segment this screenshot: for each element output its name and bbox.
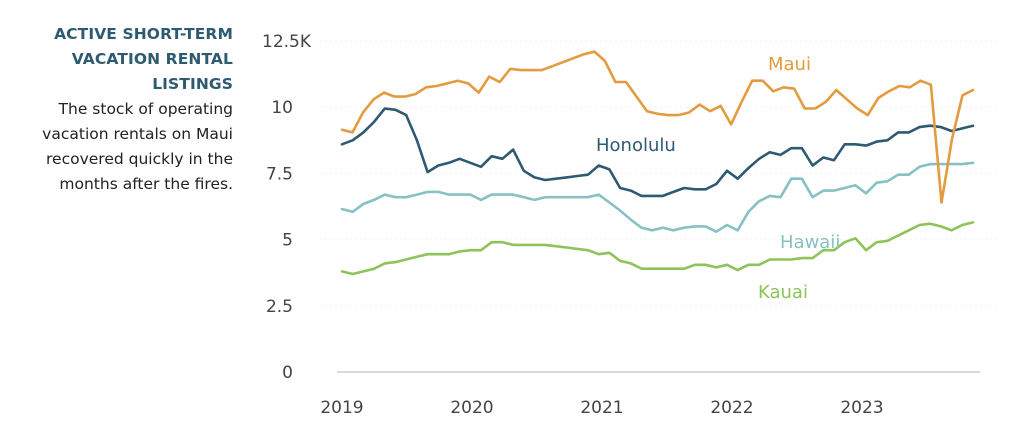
x-axis-ticks: 2019 2020 2021 2022 2023 [320, 398, 883, 418]
x-tick-label: 2023 [840, 398, 883, 418]
chart-title-line: VACATION RENTAL [71, 50, 233, 68]
chart-description: The stock of operating vacation rentals … [0, 97, 233, 197]
description-line: The stock of operating [58, 100, 233, 118]
series-line-hawaii [340, 161, 975, 233]
chart-title-line: ACTIVE SHORT-TERM [54, 25, 233, 43]
y-tick-label: 7.5 [266, 164, 293, 184]
series-labels: Maui Honolulu Hawaii Kauai [596, 54, 840, 303]
series-label-kauai: Kauai [758, 282, 808, 303]
gridlines [320, 40, 1000, 307]
series-label-maui: Maui [768, 54, 811, 75]
chart-title-line: LISTINGS [152, 75, 233, 93]
description-line: months after the fires. [59, 175, 233, 193]
chart-sidebar: ACTIVE SHORT-TERM VACATION RENTAL LISTIN… [0, 22, 233, 197]
x-tick-label: 2019 [320, 398, 363, 418]
x-tick-label: 2021 [580, 398, 623, 418]
series-lines [340, 50, 975, 276]
series-line-honolulu [340, 107, 975, 198]
series-label-honolulu: Honolulu [596, 135, 676, 156]
series-label-hawaii: Hawaii [780, 232, 840, 253]
series-line-kauai [340, 221, 975, 276]
y-tick-label: 0 [282, 363, 293, 383]
series-line-maui [340, 50, 975, 204]
y-axis-ticks: 0 2.5 5 7.5 10 12.5K [262, 32, 312, 383]
y-tick-label: 2.5 [266, 297, 293, 317]
chart-title: ACTIVE SHORT-TERM VACATION RENTAL LISTIN… [0, 22, 233, 97]
x-tick-label: 2020 [450, 398, 493, 418]
description-line: vacation rentals on Maui [42, 125, 233, 143]
y-tick-label: 10 [271, 98, 293, 118]
x-tick-label: 2022 [710, 398, 753, 418]
y-tick-label: 5 [282, 231, 293, 251]
description-line: recovered quickly in the [46, 150, 233, 168]
y-tick-label: 12.5K [262, 32, 312, 52]
